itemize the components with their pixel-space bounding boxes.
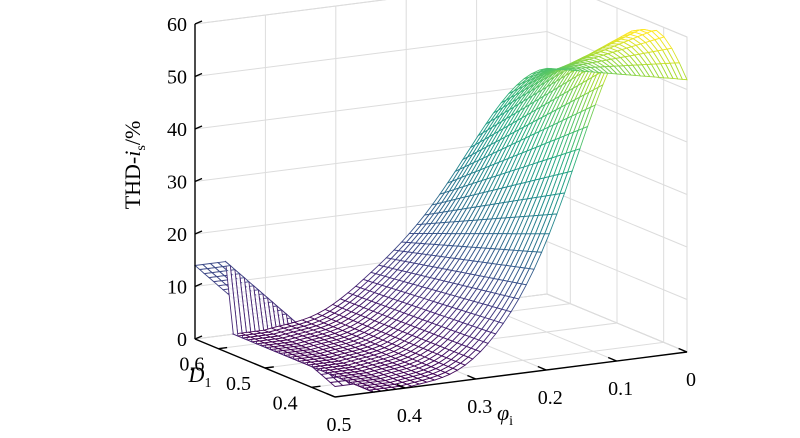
y-tick-label: 0.5 <box>226 373 251 395</box>
z-tick-label: 0 <box>177 329 187 351</box>
x-tick-0 <box>326 392 336 398</box>
z-tick-label: 20 <box>167 224 187 246</box>
x-axis-line <box>334 351 688 398</box>
y-tick-0 <box>218 346 228 350</box>
y-tick-1 <box>264 366 274 369</box>
z-tick-1 <box>194 282 203 288</box>
z-tick-0 <box>194 335 203 340</box>
z-gridline-6 <box>194 0 688 38</box>
z-tick-4 <box>194 125 203 130</box>
z-tick-label: 60 <box>167 14 187 36</box>
y-tick-label: 0.6 <box>179 354 204 376</box>
z-tick-5 <box>194 72 203 78</box>
z-tick-label: 30 <box>167 172 187 194</box>
z-axis-label: THD-is/% <box>120 121 149 210</box>
z-tick-label: 50 <box>167 67 187 89</box>
x-tick-label: 0.1 <box>608 378 633 400</box>
z-tick-6 <box>194 20 203 25</box>
x-tick-4 <box>607 356 617 362</box>
x-tick-5 <box>678 347 688 353</box>
x-tick-label: 0.5 <box>327 414 352 436</box>
x-tick-label: 0.4 <box>397 405 422 427</box>
z-tick-2 <box>194 230 203 235</box>
x-tick-1 <box>396 383 406 389</box>
z-tick-3 <box>194 177 203 183</box>
z-tick-label: 40 <box>167 119 187 141</box>
x-axis-label: φi <box>497 400 513 429</box>
x-tick-label: 0 <box>686 369 696 391</box>
y-axis-label: D1 <box>188 362 212 391</box>
label-layer: THD-is/% φi D1 <box>120 121 513 429</box>
surface-mesh <box>193 29 688 394</box>
axis-layer: 0.5 0.4 0.3 0.2 0.1 0 0.6 0.5 0.4 0 10 20 30 40 50 60 <box>167 14 696 436</box>
x-tick-label: 0.3 <box>467 396 492 418</box>
x-tick-3 <box>537 365 547 371</box>
x-tick-2 <box>467 374 477 380</box>
x-tick-label: 0.2 <box>538 387 563 409</box>
y-tick-2 <box>311 385 321 389</box>
z-tick-label: 10 <box>167 277 187 299</box>
y-tick-label: 0.4 <box>273 392 298 414</box>
